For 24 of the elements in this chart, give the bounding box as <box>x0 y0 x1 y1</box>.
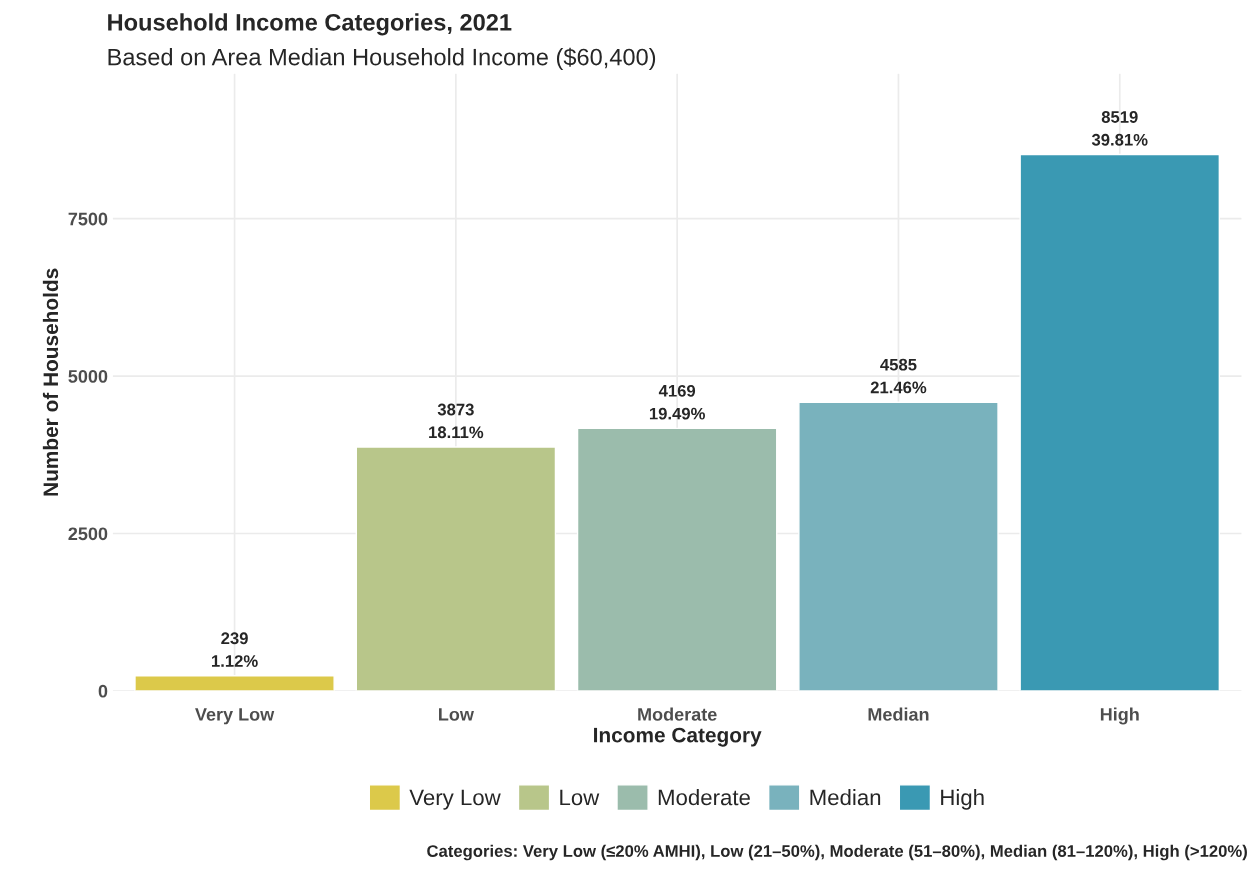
x-tick-label: High <box>1100 707 1139 725</box>
data-label: 3873 18.11% <box>429 403 484 439</box>
chart-title: Household Income Categories, 2021 <box>108 13 512 36</box>
legend-label: High <box>941 789 984 810</box>
legend-label: Low <box>560 789 600 806</box>
y-tick-label: 2500 <box>68 527 108 541</box>
legend-label: Median <box>810 789 881 806</box>
y-tick-label: 7500 <box>68 212 108 226</box>
x-tick-label: Moderate <box>638 707 717 721</box>
x-axis-title: Income Category <box>594 727 762 747</box>
y-axis-title: Number of Households <box>42 268 59 496</box>
text: Categories: Very Low (≤20% AMHI), Low (21–50%), Moderate (51–80%), Median (81–120%), High (>120%) <box>427 844 1247 861</box>
x-tick-label: Median <box>868 707 929 721</box>
data-label: 8519 39.81% <box>1091 111 1148 146</box>
y-tick-label: 0 <box>98 684 108 698</box>
x-tick-label: Very Low <box>195 708 275 725</box>
legend-label: Very Low <box>409 789 501 810</box>
data-label: 4585 21.46% <box>870 358 927 394</box>
data-label: 239 1.12% <box>211 632 258 667</box>
x-tick-label: Low <box>439 708 474 721</box>
legend-label: Moderate <box>658 789 750 806</box>
y-tick-label: 5000 <box>68 370 108 383</box>
chart-subtitle: Based on Area Median Household Income ($60,400) <box>108 47 656 71</box>
data-label: 4169 19.49% <box>649 384 705 420</box>
